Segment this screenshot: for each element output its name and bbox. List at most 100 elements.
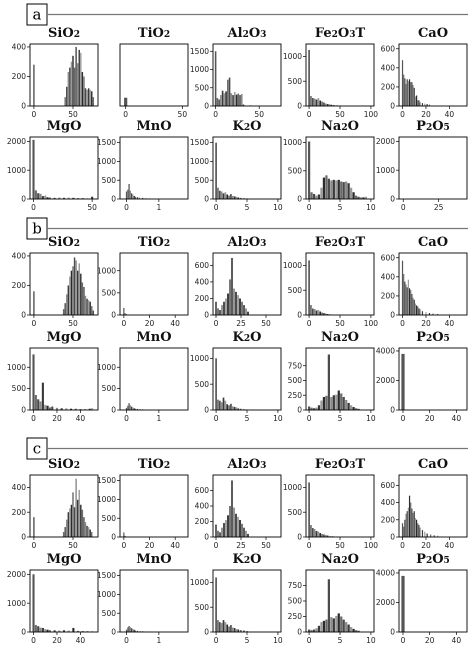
histogram-bar bbox=[418, 100, 420, 106]
histogram-bar bbox=[221, 527, 223, 537]
histogram-bar bbox=[340, 393, 343, 410]
histogram-bar bbox=[406, 79, 408, 106]
histogram-bar bbox=[223, 93, 226, 106]
histogram-bar bbox=[88, 408, 91, 410]
histogram-bar bbox=[125, 191, 128, 199]
histogram-bar bbox=[237, 516, 239, 537]
histogram-bar bbox=[217, 399, 219, 410]
y-tick-label: 500 bbox=[288, 286, 303, 295]
plot-frame bbox=[305, 347, 375, 411]
histogram-bar bbox=[75, 46, 77, 106]
histogram-bar bbox=[321, 534, 323, 537]
histogram-bar bbox=[330, 104, 333, 106]
histogram-bar bbox=[347, 402, 350, 410]
histogram-bar bbox=[217, 620, 219, 632]
histogram-bar bbox=[317, 310, 320, 315]
plot-frame bbox=[212, 43, 282, 107]
histogram-bar bbox=[46, 629, 49, 632]
histogram-bar bbox=[426, 533, 428, 537]
histogram-bar bbox=[224, 192, 227, 199]
histogram-bar bbox=[75, 478, 77, 537]
chart-b-na2o: Na2O 0 5 10 0 250 500 750 bbox=[288, 330, 376, 423]
histogram-bar bbox=[237, 197, 240, 199]
x-tick-label: 40 bbox=[445, 319, 455, 328]
histogram-bar bbox=[64, 303, 66, 315]
y-tick-label: 400 bbox=[12, 252, 27, 261]
histogram-bar bbox=[69, 408, 73, 410]
histogram-bar bbox=[311, 98, 314, 106]
histogram-bar bbox=[225, 91, 227, 106]
x-tick-label: 0 bbox=[214, 414, 219, 423]
histogram-bar bbox=[218, 622, 221, 632]
x-tick-label: 0 bbox=[31, 414, 36, 423]
y-tick-label: 1500 bbox=[97, 138, 116, 147]
histogram-bar bbox=[129, 190, 131, 199]
histogram-bar bbox=[315, 628, 318, 632]
histogram-bar bbox=[233, 288, 235, 315]
chart-title: SiO2 bbox=[48, 235, 80, 250]
y-tick-label: 0 bbox=[111, 311, 116, 320]
histogram-bar bbox=[67, 512, 70, 537]
histogram-bar bbox=[76, 499, 79, 537]
x-tick-label: 0 bbox=[401, 636, 406, 645]
histogram-bar bbox=[223, 523, 225, 537]
histogram-bar bbox=[131, 406, 133, 410]
histogram-bar bbox=[53, 197, 56, 199]
panel-tag-a: a bbox=[26, 3, 48, 26]
histogram-bar bbox=[219, 532, 221, 537]
histogram-bar bbox=[67, 72, 70, 106]
histogram-bar bbox=[37, 626, 40, 632]
histogram-bar bbox=[347, 183, 350, 199]
histogram-bar bbox=[230, 93, 233, 106]
histogram-bar bbox=[218, 99, 220, 106]
x-tick-label: 0 bbox=[307, 636, 312, 645]
histogram-bar bbox=[323, 313, 325, 315]
histogram-bar bbox=[136, 197, 139, 199]
histogram-bar bbox=[127, 189, 129, 199]
plot-frame bbox=[212, 136, 282, 200]
histogram-bar bbox=[243, 305, 245, 315]
histogram-bar bbox=[145, 198, 147, 199]
y-tick-label: 0 bbox=[21, 102, 26, 111]
histogram-bar bbox=[230, 194, 232, 199]
histogram-bar bbox=[317, 98, 320, 106]
x-tick-label: 0 bbox=[124, 414, 129, 423]
histogram-bar bbox=[322, 620, 326, 632]
histogram-bar bbox=[72, 197, 75, 199]
histogram-bar bbox=[323, 534, 325, 537]
histogram-bar bbox=[235, 629, 238, 632]
histogram-bar bbox=[345, 181, 348, 199]
x-tick-label: 25 bbox=[236, 319, 246, 328]
histogram-bar bbox=[345, 622, 348, 632]
histogram-bar bbox=[320, 187, 323, 199]
histogram-bar bbox=[129, 627, 131, 632]
y-tick-label: 1000 bbox=[97, 590, 116, 599]
histogram-bar bbox=[317, 194, 321, 199]
histogram-bar bbox=[33, 291, 35, 315]
histogram-bar bbox=[421, 311, 424, 315]
y-tick-label: 0 bbox=[111, 533, 116, 542]
x-tick-label: 0 bbox=[214, 203, 219, 212]
chart-c-mgo: MgO 0 20 40 0 1000 2000 bbox=[7, 552, 99, 645]
histogram-bar bbox=[124, 97, 128, 106]
histogram-bar bbox=[84, 522, 87, 537]
histogram-bar bbox=[70, 504, 73, 537]
x-tick-label: 20 bbox=[425, 636, 435, 645]
x-tick-label: 50 bbox=[178, 110, 188, 119]
histogram-bar bbox=[307, 141, 311, 199]
histogram-bar bbox=[41, 196, 44, 199]
histogram-bar bbox=[239, 519, 241, 537]
panel-tags: a b c bbox=[26, 3, 48, 460]
histogram-bar bbox=[401, 353, 405, 410]
y-tick-label: 600 bbox=[195, 486, 210, 495]
histogram-bar bbox=[235, 291, 237, 315]
x-tick-label: 1 bbox=[156, 203, 161, 212]
y-tick-label: 4000 bbox=[376, 347, 395, 356]
histogram-bar bbox=[124, 313, 126, 315]
histogram-bar bbox=[413, 299, 415, 315]
histogram-bar bbox=[412, 512, 414, 537]
histogram-bar bbox=[312, 408, 316, 410]
histogram-bar bbox=[247, 533, 249, 537]
